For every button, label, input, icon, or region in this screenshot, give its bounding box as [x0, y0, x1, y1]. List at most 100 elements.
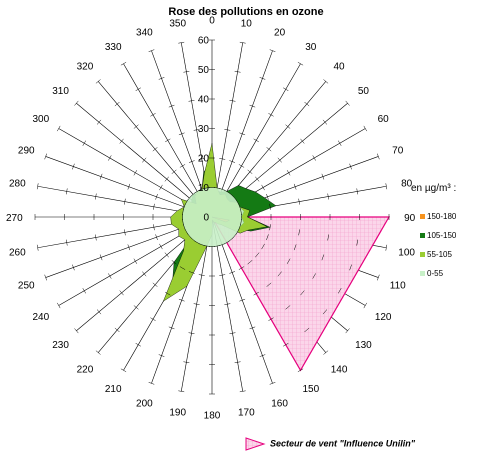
tick-320-20	[171, 169, 177, 174]
tick-240-10	[184, 229, 189, 235]
tick-30-60	[297, 61, 304, 66]
tick-250-40	[99, 254, 103, 261]
radial-label-10: 10	[198, 183, 210, 194]
tick-60-30	[286, 170, 291, 176]
tick-300-50	[82, 140, 86, 146]
tick-50-20	[255, 176, 260, 182]
legend-swatch	[420, 252, 425, 258]
angle-label-220: 220	[77, 364, 94, 375]
tick-310-30	[142, 157, 147, 163]
tick-250-60	[44, 274, 47, 281]
tick-290-50	[72, 163, 75, 170]
angle-label-60: 60	[378, 114, 390, 125]
sector-legend: Secteur de vent "Influence Unilin"	[244, 437, 415, 451]
legend-item-150-180: 150-180	[420, 212, 456, 221]
tick-130-50	[322, 309, 328, 315]
tick-240-50	[82, 288, 86, 294]
tick-100-10	[240, 219, 242, 226]
chart-title: Rose des pollutions en ozone	[168, 6, 324, 18]
tick-250-30	[127, 244, 131, 251]
tick-40-10	[228, 192, 234, 197]
tick-290-20	[155, 193, 158, 200]
tick-60-40	[312, 155, 316, 161]
tick-230-10	[187, 233, 192, 239]
tick-200-10	[199, 243, 205, 246]
tick-130-30	[277, 271, 282, 277]
tick-160-40	[249, 326, 256, 330]
tick-100-50	[356, 239, 359, 246]
tick-30-20	[238, 164, 245, 168]
tick-70-10	[238, 204, 241, 210]
tick-230-40	[119, 290, 124, 296]
tick-80-40	[327, 193, 329, 200]
tick-160-60	[269, 382, 276, 385]
tick-80-60	[385, 183, 388, 190]
tick-10-50	[234, 70, 241, 73]
tick-100-20	[269, 224, 271, 231]
angle-label-200: 200	[136, 399, 153, 410]
angle-label-180: 180	[204, 411, 221, 422]
tick-120-50	[338, 288, 342, 294]
tick-170-60	[239, 390, 246, 393]
tick-280-30	[124, 198, 126, 205]
tick-220-60	[95, 350, 101, 355]
tick-290-40	[99, 173, 103, 180]
legend-item-105-150: 105-150	[420, 231, 456, 240]
tick-150-60	[297, 368, 304, 373]
angle-label-300: 300	[32, 114, 49, 125]
tick-310-20	[164, 176, 169, 182]
angle-label-290: 290	[18, 145, 35, 156]
tick-150-50	[283, 343, 289, 347]
tick-340-50	[158, 77, 165, 80]
tick-170-30	[224, 303, 231, 305]
tick-120-10	[235, 229, 240, 235]
tick-50-30	[277, 157, 282, 163]
tick-300-10	[184, 199, 189, 205]
tick-150-40	[268, 317, 274, 321]
tick-70-20	[266, 193, 269, 200]
radar-chart: 0 102030405060708090100110120130140150160…	[6, 15, 416, 422]
tick-130-60	[345, 328, 350, 334]
tick-280-60	[36, 183, 39, 190]
radial-label-0: 0	[203, 213, 209, 224]
tick-130-40	[300, 290, 305, 296]
legend-label: 55-105	[427, 250, 452, 259]
tick-130-10	[232, 233, 237, 239]
legend-title: en µg/m³ :	[411, 183, 457, 194]
tick-40-20	[247, 169, 253, 174]
tick-170-20	[219, 274, 226, 276]
angle-label-120: 120	[375, 312, 392, 323]
tick-200-40	[168, 326, 175, 330]
angle-label-10: 10	[241, 18, 253, 29]
tick-10-30	[224, 129, 231, 131]
tick-30-10	[224, 189, 230, 194]
tick-40-50	[304, 101, 310, 107]
legend-item-55-105: 55-105	[420, 250, 452, 259]
sector-legend-label: Secteur de vent "Influence Unilin"	[270, 438, 416, 449]
tick-210-40	[150, 317, 156, 321]
tick-260-60	[36, 244, 39, 251]
tick-10-20	[219, 158, 226, 160]
tick-170-40	[229, 332, 236, 334]
tick-210-60	[120, 368, 127, 373]
angle-label-160: 160	[271, 399, 288, 410]
tick-160-50	[259, 354, 266, 357]
tick-210-20	[179, 266, 186, 270]
tick-330-50	[135, 87, 141, 91]
tick-110-30	[293, 244, 297, 251]
tick-290-30	[127, 183, 131, 190]
tick-200-30	[178, 298, 185, 302]
legend-label: 0-55	[427, 269, 444, 278]
tick-190-10	[203, 245, 210, 247]
tick-260-10	[182, 219, 184, 226]
legend-swatch	[420, 214, 425, 220]
tick-20-30	[239, 132, 246, 136]
tick-20-20	[229, 160, 236, 163]
angle-label-340: 340	[136, 27, 153, 38]
legend-swatch	[420, 233, 425, 239]
tick-70-30	[293, 183, 297, 190]
angle-label-310: 310	[52, 86, 69, 97]
angle-label-170: 170	[238, 408, 255, 419]
angle-label-190: 190	[169, 408, 186, 419]
tick-100-60	[385, 244, 388, 251]
